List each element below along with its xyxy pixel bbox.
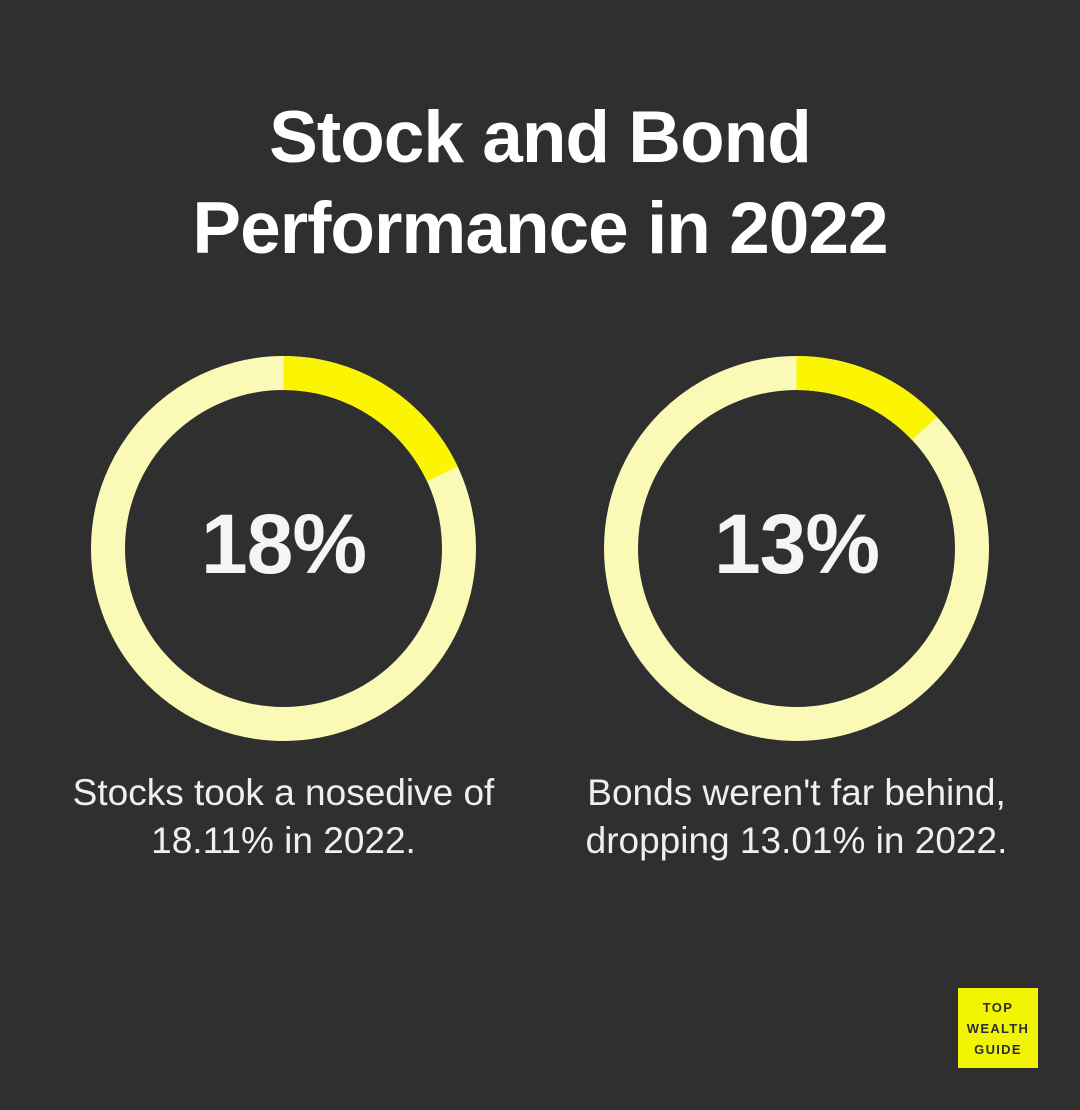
donut-ring-segment xyxy=(604,356,989,741)
brand-logo-line-top: TOP xyxy=(982,999,1014,1015)
charts-row: 18% Stocks took a nosedive of 18.11% in … xyxy=(0,356,1080,865)
donut-caption: Bonds weren't far behind, dropping 13.01… xyxy=(585,772,1008,861)
donut-caption: Stocks took a nosedive of 18.11% in 2022… xyxy=(72,772,495,861)
donut-ring xyxy=(604,356,989,741)
donut-chart: 13% Bonds weren't far behind, dropping 1… xyxy=(540,356,1053,865)
brand-logo-line-wealth: WEALTH xyxy=(966,1020,1030,1036)
brand-logo: TOP WEALTH GUIDE xyxy=(958,988,1038,1068)
page-title-line1: Stock and Bond xyxy=(269,97,812,178)
donut-chart: 18% Stocks took a nosedive of 18.11% in … xyxy=(27,356,540,865)
donut-ring-wrap: 13% xyxy=(604,356,989,741)
donut-center-label: 13% xyxy=(713,497,880,591)
page-title: Stock and Bond Performance in 2022 xyxy=(0,0,1080,274)
donut-ring xyxy=(91,356,476,741)
donut-ring-segment xyxy=(91,356,476,741)
brand-logo-line-guide: GUIDE xyxy=(974,1041,1022,1057)
page-title-line2: Performance in 2022 xyxy=(192,188,888,269)
donut-center-label: 18% xyxy=(200,497,367,591)
donut-ring-wrap: 18% xyxy=(91,356,476,741)
